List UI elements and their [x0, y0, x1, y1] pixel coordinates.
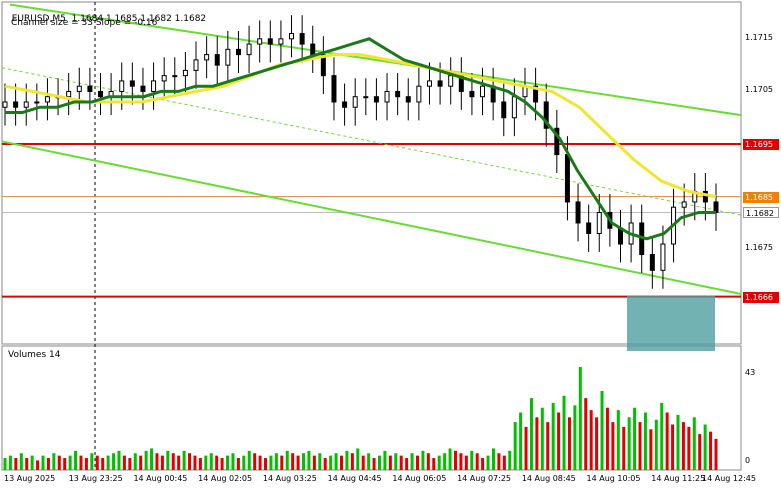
candle-body: [596, 211, 602, 235]
price-level-label: 1.1685: [743, 191, 779, 203]
price-tick-label: 1.1715: [745, 32, 773, 42]
candle-body: [278, 38, 284, 45]
time-tick-label: 14 Aug 00:45: [133, 474, 188, 483]
candle-body: [23, 101, 29, 108]
time-tick-label: 13 Aug 23:25: [68, 474, 123, 483]
candle-body: [182, 69, 188, 77]
candle-body: [384, 90, 390, 103]
candle-body: [586, 222, 592, 235]
candle-body: [2, 101, 8, 108]
candle-body: [119, 80, 125, 92]
candle-body: [129, 80, 135, 87]
candle-body: [87, 85, 93, 92]
candle-body: [660, 243, 666, 271]
candle-body: [76, 85, 82, 92]
candle-body: [225, 48, 231, 66]
chart-title: EURUSD,M5 1.1684 1.1685 1.1682 1.1682: [6, 4, 206, 24]
candle-body: [575, 201, 581, 224]
candle-body: [564, 154, 570, 203]
price-level-label: 1.1695: [743, 139, 779, 151]
price-level-label: 1.1666: [743, 291, 779, 303]
candle-body: [554, 127, 560, 156]
candle-body: [363, 96, 369, 99]
time-tick-label: 14 Aug 07:25: [457, 474, 512, 483]
candle-body: [151, 80, 157, 92]
candle-body: [34, 101, 40, 104]
candle-body: [543, 101, 549, 129]
ma-fast-line: [5, 37, 716, 241]
candle-body: [140, 85, 146, 92]
time-tick-label: 14 Aug 08:45: [521, 474, 576, 483]
price-level-label: 1.1682: [743, 207, 779, 219]
candle-body: [267, 38, 273, 45]
candle-body: [289, 33, 295, 40]
candle-body: [320, 54, 326, 77]
candle-body: [172, 75, 178, 78]
candle-body: [66, 90, 72, 98]
candle-body: [458, 75, 464, 92]
candle-body: [437, 80, 443, 87]
candle-body: [257, 38, 263, 45]
candle-body: [246, 43, 252, 56]
volume-tick-label: 43: [745, 368, 756, 377]
candle-body: [342, 101, 348, 108]
candle-body: [416, 85, 422, 103]
candle-body: [13, 101, 19, 108]
candle-body: [98, 90, 104, 98]
candle-body: [214, 54, 220, 66]
candle-body: [193, 59, 199, 71]
candle-body: [405, 96, 411, 103]
time-tick-label: 14 Aug 06:05: [392, 474, 447, 483]
time-tick-label: 14 Aug 10:05: [586, 474, 641, 483]
candle-body: [681, 201, 687, 208]
ohlc-values: 1.1684 1.1685 1.1682 1.1682: [71, 14, 207, 24]
volume-panel-title: Volumes 14: [8, 350, 61, 360]
candle-body: [649, 254, 655, 271]
price-tick-label: 1.1705: [745, 85, 773, 95]
symbol-label: EURUSD,M5: [11, 14, 66, 24]
time-tick-label: 14 Aug 02:05: [198, 474, 253, 483]
candle-body: [373, 96, 379, 103]
time-tick-label: 14 Aug 04:45: [327, 474, 382, 483]
price-tick-label: 1.1675: [745, 243, 773, 253]
candle-body: [44, 96, 50, 103]
time-tick-label: 14 Aug 11:25: [651, 474, 706, 483]
candle-body: [310, 43, 316, 56]
candle-body: [533, 85, 539, 103]
candle-body: [161, 75, 167, 82]
channel-lower-line: [1, 140, 742, 295]
candle-body: [299, 33, 305, 45]
volume-tick-label: 0: [745, 456, 751, 465]
candle-body: [235, 48, 241, 56]
candle-body: [501, 101, 507, 119]
candle-body: [426, 80, 432, 87]
candle-body: [713, 201, 719, 213]
time-tick-label: 14 Aug 03:25: [262, 474, 317, 483]
candle-body: [480, 85, 486, 98]
time-tick-label: 14 Aug 12:45: [702, 474, 756, 483]
candle-body: [395, 90, 401, 98]
candle-body: [448, 75, 454, 87]
candle-body: [511, 96, 517, 119]
candle-body: [469, 90, 475, 98]
candle-body: [331, 75, 337, 103]
candle-body: [352, 96, 358, 108]
time-tick-label: 13 Aug 2025: [4, 474, 56, 483]
candle-body: [204, 54, 210, 61]
candle-body: [702, 190, 708, 203]
indicator-text: Channel size = 33 Slope = -0.16: [11, 18, 158, 28]
channel-upper-line: [9, 3, 742, 117]
target-zone-box: [627, 296, 715, 351]
ma-slow-line: [4, 53, 717, 199]
